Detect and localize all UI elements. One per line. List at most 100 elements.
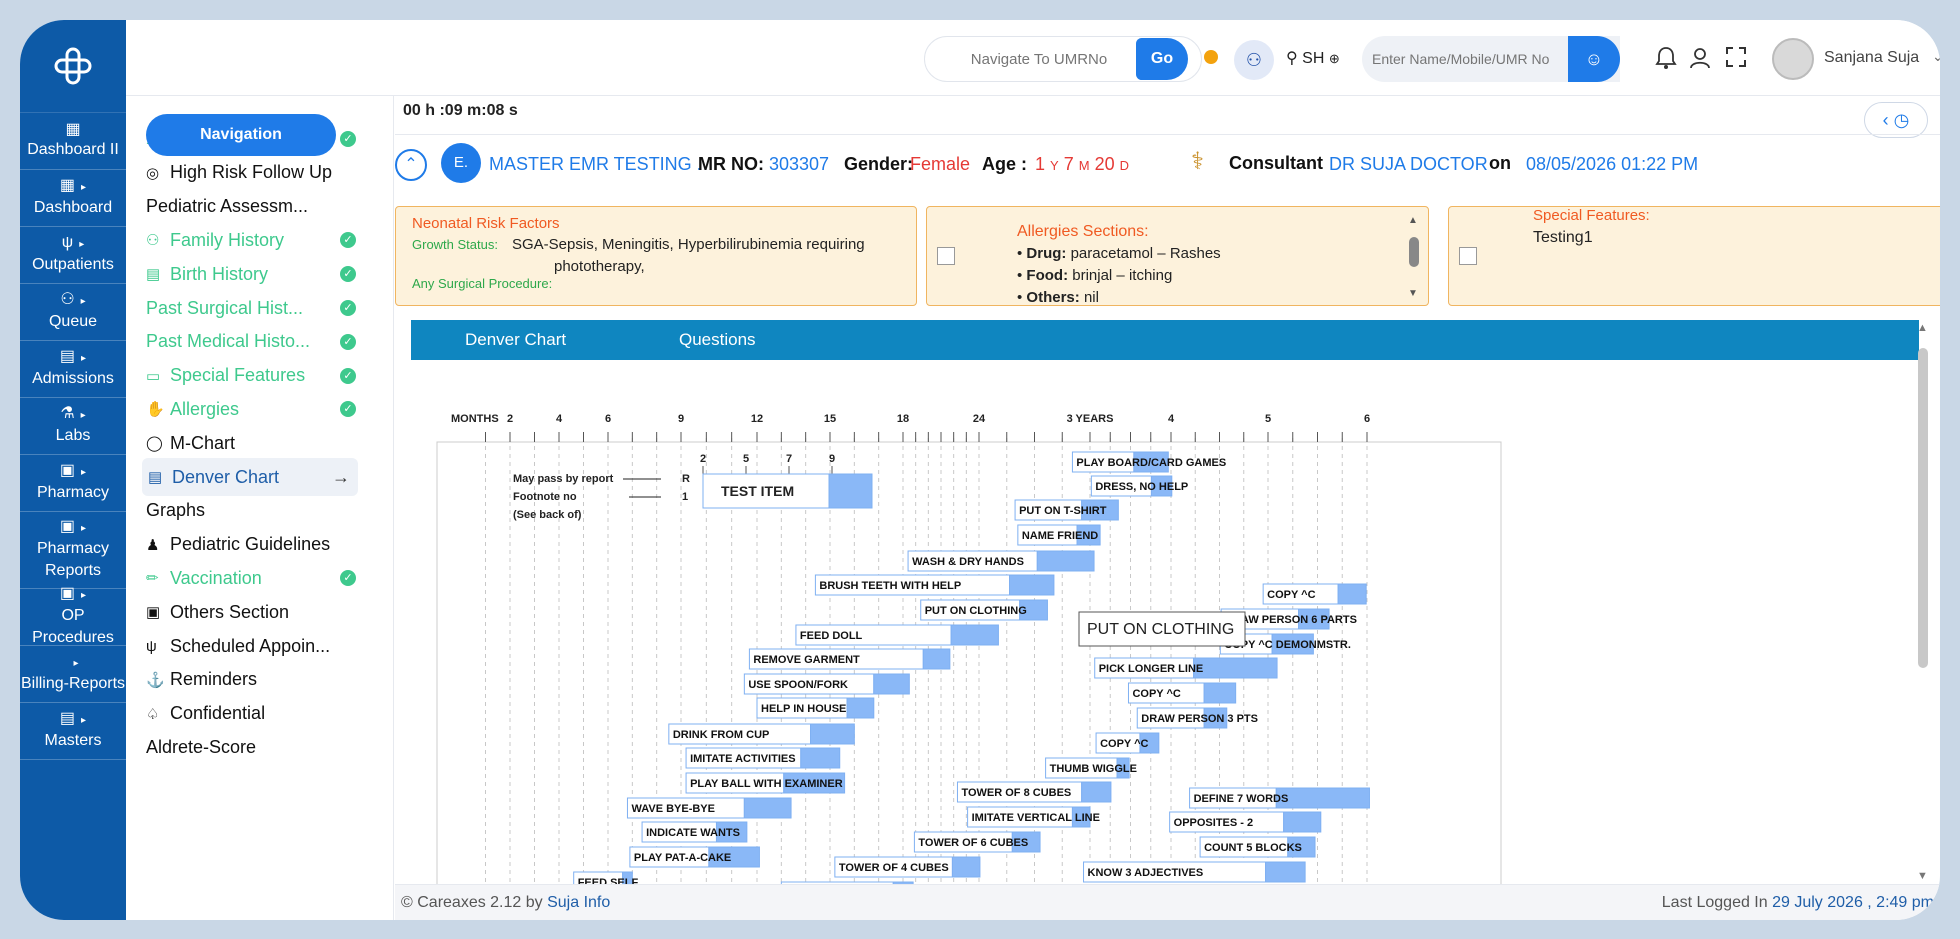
billing-icon: ▸ — [73, 658, 79, 669]
nav-item-others-section[interactable]: ▣ Others Section — [146, 593, 370, 631]
brand-link[interactable]: Suja Info — [547, 894, 611, 911]
rail-item-admissions[interactable]: ▤ ▸ Admissions — [20, 341, 126, 398]
nav-item-family-history[interactable]: ⚇ Family History ✓ — [146, 221, 370, 259]
chart-item-bar-blue — [1076, 524, 1101, 546]
patients-icon[interactable]: ⚇ — [1234, 40, 1274, 80]
chart-item-bar-blue — [922, 648, 951, 670]
tab-questions[interactable]: Questions — [679, 330, 756, 349]
legend-line-1: May pass by report — [513, 473, 614, 485]
app-logo[interactable] — [20, 20, 126, 113]
scroll-down-icon[interactable]: ▼ — [1408, 288, 1418, 299]
chart-item-bar-blue — [783, 772, 846, 794]
age-tick-label: 9 — [678, 413, 684, 425]
legend-line-2: Footnote no — [513, 491, 577, 503]
nav-item-icon: ♟ — [146, 536, 160, 554]
go-button[interactable]: Go — [1136, 38, 1188, 80]
rail-item-billing-reports[interactable]: ▸ Billing-Reports — [20, 646, 126, 703]
chart-item-label: WASH & DRY HANDS — [912, 556, 1024, 568]
rail-item-dashboard[interactable]: ▦ ▸ Dashboard — [20, 170, 126, 227]
visit-date: 08/05/2026 01:22 PM — [1526, 154, 1699, 174]
pharmacy-reports-icon: ▣ ▸ — [59, 518, 87, 535]
chart-scrollbar[interactable]: ▲ ▼ — [1912, 318, 1934, 886]
rail-item-queue[interactable]: ⚇ ▸ Queue — [20, 284, 126, 341]
nav-item-icon: ✋ — [146, 401, 165, 419]
scroll-up-icon[interactable]: ▲ — [1408, 215, 1418, 226]
scrollbar-thumb[interactable] — [1918, 348, 1928, 668]
nav-item-scheduled-appoin[interactable]: ψ Scheduled Appoin... — [146, 627, 370, 665]
rail-item-dashboard-ii[interactable]: ▦ Dashboard II — [20, 113, 126, 170]
check-icon: ✓ — [340, 333, 356, 350]
grid-icon: ▦ — [65, 121, 81, 138]
scroll-down-icon[interactable]: ▼ — [1917, 870, 1928, 882]
nav-item-label: Others Section — [170, 601, 290, 622]
legend-percentile-label: 5 — [743, 453, 749, 465]
nav-item-pediatric-guidelines[interactable]: ♟ Pediatric Guidelines — [146, 526, 370, 564]
chart-item-label: NAME FRIEND — [1022, 530, 1098, 542]
nav-item-icon: ⚓ — [146, 671, 165, 689]
nav-item-high-risk-follow-up[interactable]: ◎ High Risk Follow Up — [146, 154, 370, 192]
chart-tooltip-text: PUT ON CLOTHING — [1087, 621, 1234, 638]
nav-item-past-medical-histo[interactable]: Past Medical Histo... ✓ — [146, 323, 370, 361]
dashboard-icon: ▦ ▸ — [59, 177, 87, 194]
nav-item-denver-chart[interactable]: ▤ Denver Chart → — [142, 458, 358, 496]
umr-navigate-input[interactable] — [933, 45, 1145, 73]
chart-item-bar-blue — [1275, 787, 1370, 809]
age-tick-label: 18 — [897, 413, 909, 425]
nav-item-m-chart[interactable]: ◯ M-Chart — [146, 424, 370, 462]
nav-item-past-surgical-hist[interactable]: Past Surgical Hist... ✓ — [146, 289, 370, 327]
age-tick-label: 24 — [973, 413, 986, 425]
logo-icon — [54, 47, 92, 85]
special-features-title: Special Features: — [1533, 207, 1650, 224]
rail-item-pharmacy[interactable]: ▣ ▸ Pharmacy — [20, 455, 126, 512]
nav-item-allergies[interactable]: ✋ Allergies ✓ — [146, 390, 370, 428]
nav-item-icon: ▭ — [146, 367, 161, 385]
rail-item-labs[interactable]: ⚗ ▸ Labs — [20, 398, 126, 455]
nav-item-vaccination[interactable]: ✏ Vaccination ✓ — [146, 559, 370, 597]
chevron-circle-icon: ⊕ — [1328, 51, 1340, 66]
legend-percentile-label: 9 — [829, 453, 835, 465]
allergies-scrollbar[interactable]: ▲ ▼ — [1408, 215, 1420, 299]
avatar[interactable] — [1772, 38, 1814, 80]
nav-item-icon: ⚇ — [146, 232, 160, 250]
nav-item-pediatric-assessm[interactable]: Pediatric Assessm... — [146, 188, 370, 226]
food-value: brinjal – itching — [1072, 267, 1173, 284]
age-tick-label: 4 — [1168, 413, 1175, 425]
nav-item-aldrete-score[interactable]: Aldrete-Score — [146, 728, 370, 766]
location-selector[interactable]: ⚲ SH ⊕ — [1286, 48, 1340, 68]
nav-item-graphs[interactable]: Graphs — [146, 492, 370, 530]
doctor-icon[interactable] — [1686, 46, 1714, 76]
nav-item-label: High Risk Follow Up — [170, 162, 333, 183]
collapse-icon[interactable]: ⌃ — [395, 149, 427, 181]
chevron-down-icon[interactable]: ⌄ — [1932, 48, 1940, 64]
chart-item-bar-blue — [1071, 806, 1091, 828]
nav-item-special-features[interactable]: ▭ Special Features ✓ — [146, 357, 370, 395]
bell-icon[interactable] — [1652, 46, 1680, 76]
scrollbar-thumb[interactable] — [1409, 237, 1419, 267]
chart-item-label: COUNT 5 BLOCKS — [1204, 842, 1302, 854]
tab-denver-chart[interactable]: Denver Chart — [465, 330, 567, 349]
nav-item-reminders[interactable]: ⚓ Reminders — [146, 661, 370, 699]
user-name[interactable]: Sanjana Suja — [1824, 49, 1920, 66]
patient-search-input[interactable] — [1372, 45, 1572, 73]
nav-item-confidential[interactable]: ♤ Confidential — [146, 695, 370, 733]
rail-item-op-procedures[interactable]: ▣ ▸ OP Procedures — [20, 585, 126, 646]
rail-item-pharmacy-reports[interactable]: ▣ ▸ Pharmacy Reports — [20, 512, 126, 589]
navigation-header[interactable]: Navigation — [146, 114, 336, 156]
nav-item-birth-history[interactable]: ▤ Birth History ✓ — [146, 255, 370, 293]
months-label: MONTHS — [451, 413, 499, 425]
chart-item-bar-blue — [622, 871, 633, 886]
nav-item-label: Family History — [170, 229, 285, 250]
age-tick-label: 6 — [605, 413, 611, 425]
rail-item-label: Queue — [48, 313, 98, 330]
history-icon[interactable]: ‹ ◷ — [1864, 102, 1928, 138]
rail-item-masters[interactable]: ▤ ▸ Masters — [20, 703, 126, 760]
rail-item-label: Outpatients — [32, 256, 114, 273]
chart-item-label: IMITATE ACTIVITIES — [690, 753, 796, 765]
scroll-up-icon[interactable]: ▲ — [1917, 322, 1928, 334]
fullscreen-icon[interactable] — [1722, 46, 1750, 74]
user-search-icon[interactable]: ☺ — [1568, 36, 1620, 82]
copyright-text: © Careaxes 2.12 by — [401, 894, 543, 911]
nav-item-label: Allergies — [170, 398, 240, 419]
rail-item-label: Masters — [44, 732, 102, 749]
rail-item-outpatients[interactable]: ψ ▸ Outpatients — [20, 227, 126, 284]
